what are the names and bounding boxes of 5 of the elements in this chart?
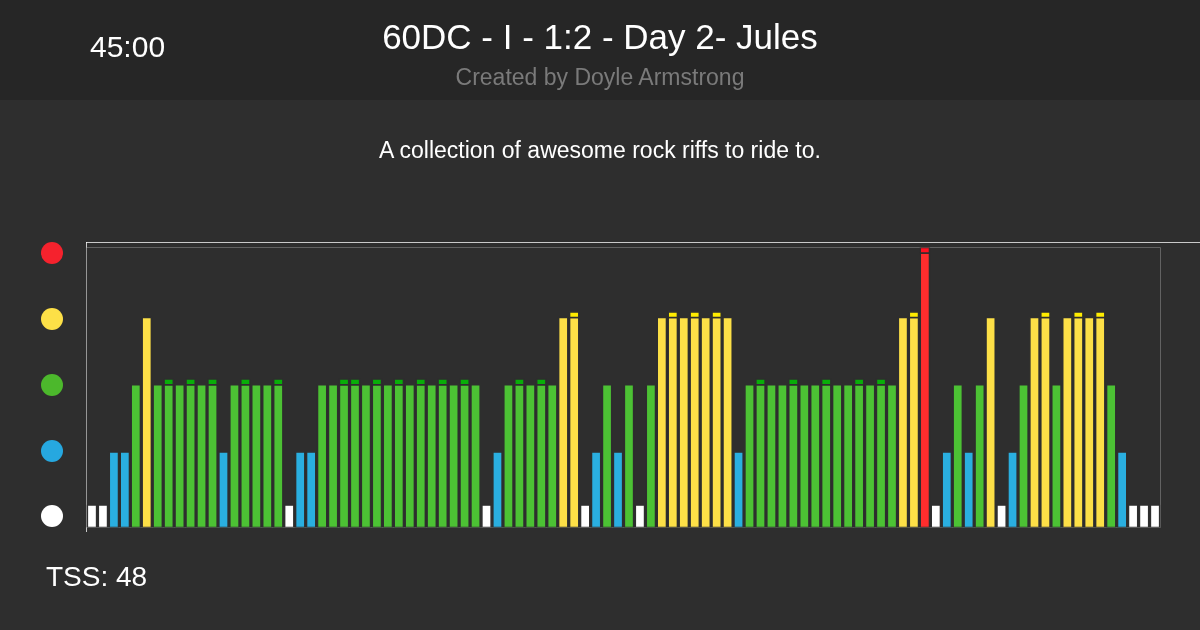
text: A collection of awesome rock riffs to ride to.: [378, 136, 822, 164]
chart-title: 60DC - I - 1:2 - Day 2- Jules: [382, 17, 818, 56]
text: 45:00: [90, 29, 166, 65]
chart-subtitle: Created by Doyle Armstrong: [454, 63, 746, 91]
text: TSS: 48: [46, 560, 148, 594]
